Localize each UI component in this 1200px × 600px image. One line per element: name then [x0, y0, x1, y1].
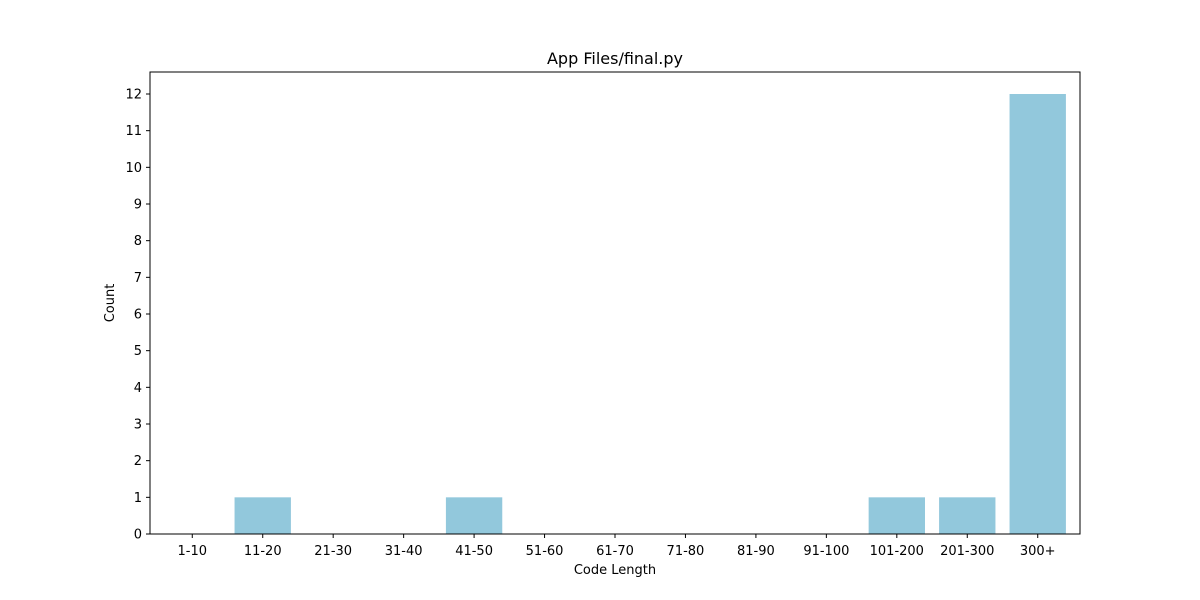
bar-201-300 [939, 497, 996, 534]
y-tick-label: 2 [134, 454, 142, 469]
x-tick-label: 81-90 [737, 544, 775, 559]
x-tick-label: 51-60 [526, 544, 564, 559]
y-tick-label: 4 [134, 381, 142, 396]
x-tick-label: 71-80 [667, 544, 705, 559]
y-tick-label: 6 [134, 308, 142, 323]
y-tick-label: 9 [134, 198, 142, 213]
x-axis: 1-10 11-20 21-30 31-40 41-50 51-60 61-70 71-80 8… [178, 534, 1056, 559]
y-tick-label: 11 [125, 124, 142, 139]
y-tick-label: 5 [134, 344, 142, 359]
bar-101-200 [868, 497, 925, 534]
x-tick-label: 101-200 [870, 544, 924, 559]
y-tick-label: 8 [134, 234, 142, 249]
bars-group [234, 94, 1066, 534]
x-tick-label: 41-50 [455, 544, 493, 559]
bar-11-20 [234, 497, 291, 534]
chart-title: App Files/final.py [547, 49, 683, 68]
x-tick-label: 201-300 [940, 544, 994, 559]
y-tick-label: 1 [134, 491, 142, 506]
x-tick-label: 61-70 [596, 544, 634, 559]
y-tick-label: 0 [134, 528, 142, 543]
y-tick-label: 7 [134, 271, 142, 286]
x-tick-label: 11-20 [244, 544, 282, 559]
x-tick-label: 31-40 [385, 544, 423, 559]
bar-41-50 [445, 497, 503, 534]
x-tick-label: 1-10 [178, 544, 208, 559]
x-tick-label: 21-30 [314, 544, 352, 559]
bar-300+ [1009, 94, 1066, 534]
y-tick-label: 10 [125, 161, 142, 176]
x-tick-label: 91-100 [803, 544, 849, 559]
y-tick-label: 3 [134, 418, 142, 433]
x-axis-label: Code Length [574, 563, 656, 578]
x-tick-label: 300+ [1020, 544, 1056, 559]
plot-frame [149, 71, 1081, 535]
y-axis-label: Count [103, 284, 118, 323]
y-tick-label: 12 [125, 88, 142, 103]
